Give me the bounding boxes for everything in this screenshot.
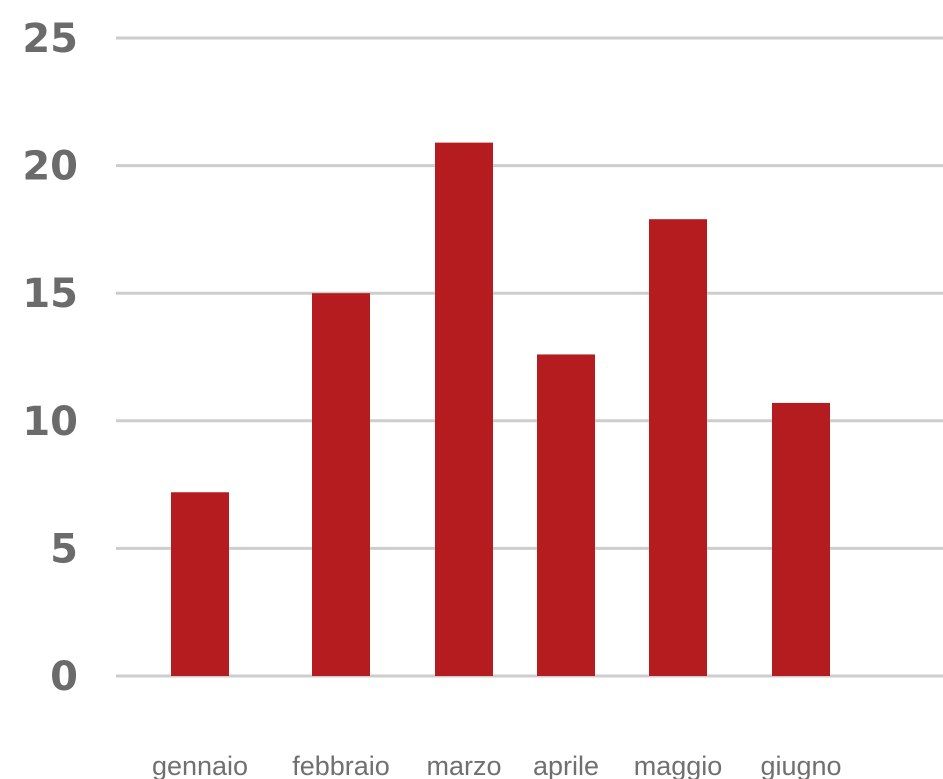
x-axis-tick-labels: gennaio febbraio marzo aprile maggio giugno [152,751,842,779]
y-tick-label-5: 5 [50,526,78,572]
bars [171,142,830,676]
x-tick-label-gennaio: gennaio [152,751,248,779]
bar-aprile [537,354,595,676]
y-axis-tick-labels: 0 5 10 15 20 25 [22,16,78,700]
y-tick-label-0: 0 [50,654,78,700]
bar-giugno [772,402,830,676]
bar-marzo [435,142,493,676]
bar-maggio [649,219,707,676]
bar-gennaio [171,492,229,676]
y-tick-label-20: 20 [22,144,78,190]
bar-febbraio [312,293,370,676]
x-tick-label-maggio: maggio [634,751,723,779]
y-tick-label-15: 15 [22,271,78,317]
y-tick-label-25: 25 [22,16,78,62]
x-tick-label-aprile: aprile [533,751,599,779]
x-tick-label-marzo: marzo [426,751,501,779]
x-tick-label-febbraio: febbraio [292,751,390,779]
y-tick-label-10: 10 [22,399,78,445]
x-tick-label-giugno: giugno [760,751,841,779]
